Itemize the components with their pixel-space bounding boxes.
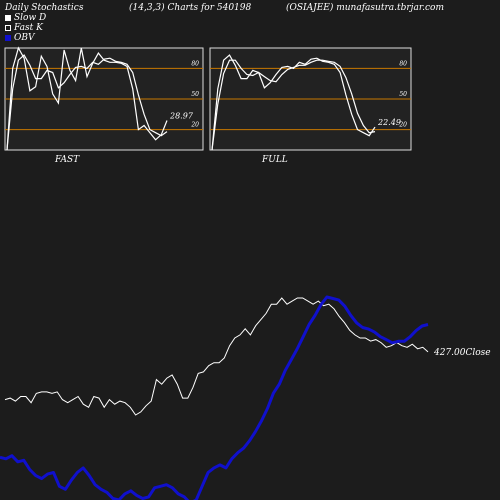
full-level-label-80: 80: [399, 60, 407, 67]
fast-level-label-80: 80: [191, 60, 199, 67]
full-slow-d-line: [211, 59, 376, 151]
full-level-label-50: 50: [399, 91, 407, 98]
chart-params: (14,3,3) Charts for 540198: [129, 3, 252, 13]
fast-k-swatch: [5, 24, 11, 31]
chart-title: Daily Stochastics: [5, 3, 84, 13]
full-last-value: 22.49: [377, 118, 401, 127]
legend-label-obv: OBV: [14, 32, 35, 43]
legend-item-slow-d: Slow D: [5, 12, 47, 23]
fast-last-value: 28.97: [169, 111, 194, 120]
close-price-line: [4, 297, 429, 416]
legend-item-fast-k: Fast K: [5, 22, 46, 33]
fast-panel-title: FAST: [54, 155, 80, 165]
full-level-label-20: 20: [398, 122, 407, 129]
fast-level-label-50: 50: [191, 91, 199, 98]
full-panel-title: FULL: [261, 155, 288, 165]
fast-slow-d-line: [6, 54, 168, 151]
legend-label-fast-k: Fast K: [14, 22, 43, 33]
fast-level-label-20: 20: [190, 122, 199, 129]
obv-line: [0, 295, 429, 500]
obv-swatch: [5, 34, 11, 41]
site-label: (OSIAJEE) munafasutra.tbrjar.com: [286, 3, 444, 13]
legend-label-slow-d: Slow D: [14, 12, 47, 23]
legend: Slow D Fast K OBV: [5, 13, 46, 43]
legend-item-obv: OBV: [5, 32, 46, 43]
close-last-value: 427.00Close: [433, 348, 491, 358]
slow-d-swatch: [5, 14, 11, 21]
full-fast-k-line: [211, 54, 376, 151]
fast-fast-k-line: [6, 46, 168, 151]
